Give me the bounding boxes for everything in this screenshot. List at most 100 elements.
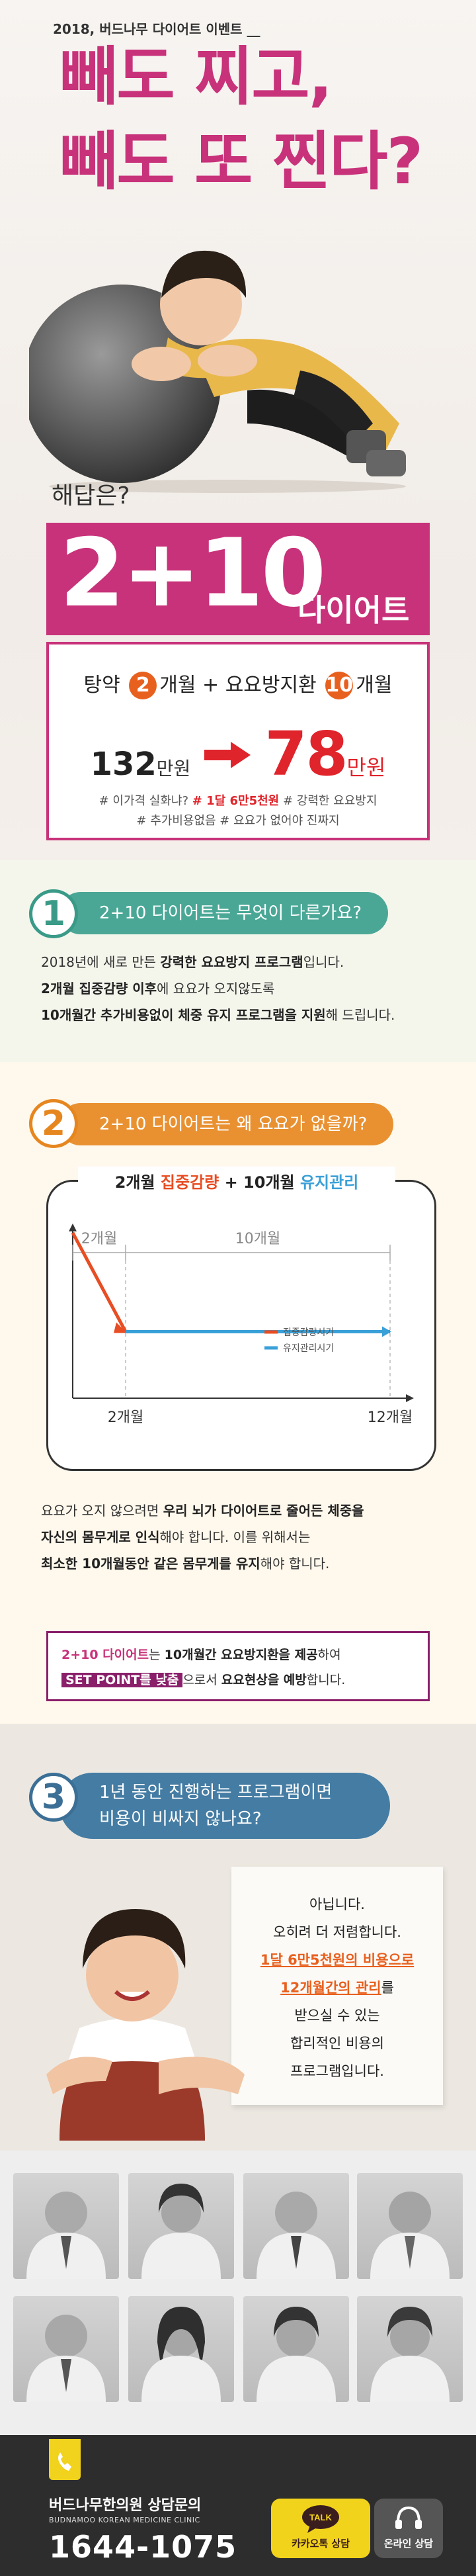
price-promo-box: 탕약 2 개월 + 요요방지환 10 개월 132만원 78만원 # 이가격 실화냐…: [46, 642, 430, 840]
paper-line: 합리적인 비용의: [290, 2035, 384, 2051]
paper-line: 받으실 수 있는: [294, 2008, 380, 2023]
online-consult-label: 온라인 상담: [383, 2538, 434, 2550]
section-3-question-line-1: 1년 동안 진행하는 프로그램이면: [99, 1783, 333, 1802]
s2-strong: 최소한 10개월동안 같은 몸무게를 유지: [41, 1556, 260, 1572]
paper-line-highlight: 1달 6만5천원의 비용으로: [260, 1952, 415, 1968]
s1-text: 입니다.: [303, 954, 344, 970]
price-old: 132: [90, 746, 157, 783]
chart-frame: [46, 1180, 436, 1471]
answer-paper-text: 아닙니다. 오히려 더 저렴합니다. 1달 6만5천원의 비용으로 12개월간의…: [231, 1890, 443, 2085]
callout-part: 하여: [317, 1648, 341, 1662]
kakao-talk-icon: TALK: [302, 2505, 339, 2533]
hero-section: 2018, 버드나무 다이어트 이벤트 __ 빼도 찌고, 빼도 또 찐다? 해…: [0, 0, 476, 860]
y-axis-arrow-icon: [69, 1223, 77, 1231]
contact-footer: 버드나무한의원 상담문의 BUDNAMOO KOREAN MEDICINE CL…: [0, 2435, 476, 2576]
hashtags: # 이가격 실화냐? # 1달 6만5천원 # 강력한 요요방지 # 추가비용없…: [49, 791, 427, 831]
promo-suffix: 개월: [356, 674, 393, 697]
promo-line: 탕약 2 개월 + 요요방지환 10 개월: [49, 668, 427, 699]
section-2-number: 2: [29, 1099, 78, 1148]
series-line: [71, 1231, 128, 1333]
answer-paper: 아닙니다. 오히려 더 저렴합니다. 1달 6만5천원의 비용으로 12개월간의…: [231, 1867, 443, 2105]
section-2: 2+10 다이어트는 왜 요요가 없을까? 2 2개월 집중감량 + 10개월 …: [0, 1062, 476, 1724]
chart-title-part: 집중감량: [160, 1173, 219, 1192]
s1-strong: 2개월 집중감량 이후: [41, 981, 157, 997]
x-axis-arrow-icon: [406, 1394, 414, 1402]
doctor-portrait: [26, 2315, 106, 2402]
hashtag-yoyo-prevent: # 강력한 요요방지: [282, 794, 377, 808]
phone-icon: [58, 2452, 71, 2471]
section-2-question: 2+10 다이어트는 왜 요요가 없을까?: [60, 1103, 394, 1145]
promo-months-badge-2: 10: [325, 672, 354, 699]
chart-title: 2개월 집중감량 + 10개월 유지관리: [78, 1167, 395, 1198]
section-2-body: 요요가 오지 않으려면 우리 뇌가 다이어트로 줄어든 체중을 자신의 몸무게로…: [41, 1497, 364, 1577]
s2-strong: 자신의 몸무게로 인식: [41, 1529, 160, 1545]
doctor-portrait: [141, 2307, 221, 2402]
doctor-photo: [243, 2296, 349, 2402]
range-label: 10개월: [235, 1231, 280, 1247]
promo-prefix: 탕약: [83, 674, 120, 697]
doctor-portrait: [257, 2192, 336, 2279]
paper-line: 오히려 더 저렴합니다.: [273, 1924, 401, 1940]
section-3-question: 1년 동안 진행하는 프로그램이면 비용이 비싸지 않나요?: [60, 1773, 390, 1839]
clinic-name: 버드나무한의원 상담문의: [49, 2497, 202, 2514]
paper-line: 아닙니다.: [309, 1896, 365, 1912]
doctor-portrait: [26, 2192, 106, 2279]
s2-strong: 우리 뇌가 다이어트로 줄어든 체중을: [163, 1503, 364, 1519]
s2-text: 해야 합니다. 이를 위해서는: [159, 1529, 311, 1545]
price-new: 78: [264, 719, 348, 789]
brand-banner: 2+10 다이어트: [46, 523, 430, 635]
paper-line: 프로그램입니다.: [290, 2063, 384, 2079]
hashtag-monthly-price: # 1달 6만5천원: [192, 794, 280, 808]
x-tick-label: 2개월: [108, 1409, 143, 1426]
kakao-consult-button[interactable]: TALK 카카오톡 상담: [271, 2499, 370, 2558]
s1-text: 해 드립니다.: [325, 1007, 395, 1023]
hashtag-line-2: # 추가비용없음 # 요요가 없어야 진짜지: [136, 814, 340, 828]
doctor-portrait: [141, 2184, 221, 2279]
headline-line-1: 빼도 찌고,: [60, 40, 333, 114]
doctor-photo: [128, 2173, 234, 2279]
section-1: 2+10 다이어트는 무엇이 다른가요? 1 2018년에 새로 만든 강력한 …: [0, 860, 476, 1062]
headline-line-2: 빼도 또 찐다?: [60, 124, 423, 199]
s2-text: 해야 합니다.: [260, 1556, 330, 1572]
kakao-badge-text: TALK: [309, 2512, 332, 2522]
section-3: 1년 동안 진행하는 프로그램이면 비용이 비싸지 않나요? 3 아닙니다. 오…: [0, 1724, 476, 2151]
hashtag-price-real: # 이가격 실화냐?: [99, 794, 189, 808]
online-consult-button[interactable]: 온라인 상담: [374, 2499, 443, 2558]
doctor-photo: [128, 2296, 234, 2402]
callout-part: 요요현상을 예방: [221, 1673, 307, 1687]
price-row: 132만원 78만원: [49, 719, 427, 789]
doctors-gallery: [0, 2151, 476, 2435]
chart-title-part: 2개월: [114, 1173, 161, 1192]
price-new-unit: 만원: [346, 755, 386, 780]
s1-strong: 강력한 요요방지 프로그램: [160, 954, 303, 970]
brand-suffix: 다이어트: [298, 592, 410, 628]
callout-part: 10개월간 요요방지환을 제공: [164, 1648, 318, 1662]
chart-title-part: + 10개월: [219, 1173, 300, 1192]
event-kicker: 2018, 버드나무 다이어트 이벤트 __: [53, 21, 260, 37]
phone-number[interactable]: 1644-1075: [49, 2529, 237, 2565]
s2-text: 요요가 오지 않으려면: [41, 1503, 163, 1519]
headset-icon: [395, 2506, 422, 2529]
series-arrow-icon: [114, 1322, 127, 1333]
hashtag-line-1: # 이가격 실화냐? # 1달 6만5천원 # 강력한 요요방지: [49, 791, 427, 811]
doctor-photo: [13, 2296, 119, 2402]
promo-middle: 개월 + 요요방지환: [159, 674, 317, 697]
callout-part: 2+10 다이어트: [61, 1648, 149, 1662]
callout-part: 는: [149, 1648, 165, 1662]
chart-title-part: 유지관리: [299, 1173, 359, 1192]
doctor-photo: [357, 2173, 463, 2279]
woman-with-exercise-ball-image: [29, 250, 406, 493]
callout-highlight: SET POINT를 낮춤: [61, 1673, 183, 1687]
doctor-portrait: [370, 2307, 450, 2402]
range-label: 2개월: [81, 1231, 117, 1247]
doctor-photo: [357, 2296, 463, 2402]
phone-badge: [49, 2439, 81, 2480]
arrow-right-icon: [204, 742, 251, 768]
doctor-photo: [13, 2173, 119, 2279]
doctor-portrait: [370, 2192, 450, 2279]
series-arrow-icon: [382, 1326, 391, 1337]
legend-label: 유지관리시기: [283, 1343, 334, 1354]
callout-part: 합니다.: [306, 1673, 346, 1687]
kakao-consult-label: 카카오톡 상담: [291, 2538, 350, 2550]
